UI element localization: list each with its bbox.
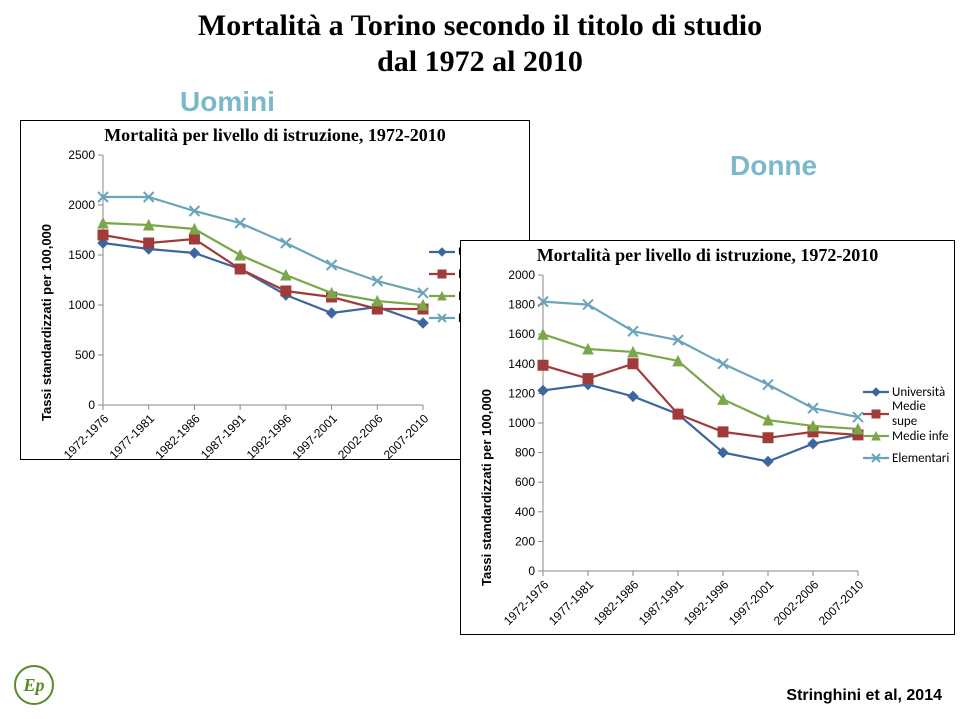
svg-text:2000: 2000 [68, 198, 95, 212]
svg-text:1987-1991: 1987-1991 [636, 577, 687, 628]
svg-text:0: 0 [528, 564, 535, 578]
logo-text: Ep [23, 675, 44, 696]
svg-text:1200: 1200 [508, 386, 535, 400]
svg-text:2002-2006: 2002-2006 [771, 577, 822, 628]
svg-text:200: 200 [515, 534, 535, 548]
title-line2: dal 1972 al 2010 [377, 45, 583, 78]
panel-uomini: Mortalità per livello di istruzione, 197… [20, 120, 530, 460]
legend-swatch-universita [863, 385, 889, 399]
svg-text:1987-1991: 1987-1991 [198, 411, 249, 461]
svg-text:1997-2001: 1997-2001 [726, 577, 777, 628]
svg-text:2500: 2500 [68, 148, 95, 162]
page-title: Mortalità a Torino secondo il titolo di … [0, 8, 960, 80]
svg-text:2002-2006: 2002-2006 [335, 411, 386, 461]
svg-text:1500: 1500 [68, 248, 95, 262]
svg-text:1977-1981: 1977-1981 [546, 577, 597, 628]
svg-text:400: 400 [515, 505, 535, 519]
svg-text:2007-2010: 2007-2010 [816, 577, 867, 628]
logo-ep: Ep [14, 665, 54, 705]
legend-swatch-medie_inf [863, 429, 889, 443]
legend-label-medie_inf: Medie infe [892, 429, 949, 444]
svg-text:1972-1976: 1972-1976 [61, 411, 112, 461]
svg-text:500: 500 [75, 348, 95, 362]
legend-item-medie_sup: Medie supe [863, 403, 954, 425]
panel-donne: Mortalità per livello di istruzione, 197… [460, 240, 955, 635]
svg-text:1982-1986: 1982-1986 [591, 577, 642, 628]
svg-text:1400: 1400 [508, 357, 535, 371]
svg-text:1997-2001: 1997-2001 [289, 411, 340, 461]
svg-text:1977-1981: 1977-1981 [107, 411, 158, 461]
svg-text:2007-2010: 2007-2010 [381, 411, 432, 461]
svg-text:1000: 1000 [68, 298, 95, 312]
svg-text:1972-1976: 1972-1976 [501, 577, 552, 628]
svg-text:1800: 1800 [508, 298, 535, 312]
legend-swatch-universita [429, 245, 455, 259]
chart-label-donne: Donne [730, 150, 817, 182]
svg-text:800: 800 [515, 446, 535, 460]
svg-text:1992-1996: 1992-1996 [681, 577, 732, 628]
legend-item-medie_inf: Medie infe [863, 425, 954, 447]
svg-text:0: 0 [88, 398, 95, 412]
svg-text:1600: 1600 [508, 327, 535, 341]
svg-text:2000: 2000 [508, 268, 535, 282]
legend-label-medie_sup: Medie supe [892, 399, 954, 429]
legend-swatch-medie_sup [863, 407, 889, 421]
svg-text:1982-1986: 1982-1986 [152, 411, 203, 461]
title-line1: Mortalità a Torino secondo il titolo di … [198, 9, 762, 42]
legend-swatch-medie_sup [429, 267, 455, 281]
legend-swatch-elementari [863, 451, 889, 465]
legend-label-universita: Università [892, 385, 945, 400]
legend-donne: UniversitàMedie supeMedie infeElementari [863, 381, 954, 469]
legend-swatch-medie_inf [429, 289, 455, 303]
svg-text:1992-1996: 1992-1996 [244, 411, 295, 461]
legend-swatch-elementari [429, 311, 455, 325]
svg-text:600: 600 [515, 475, 535, 489]
legend-label-elementari: Elementari [892, 451, 949, 466]
citation: Stringhini et al, 2014 [786, 687, 942, 705]
legend-item-elementari: Elementari [863, 447, 954, 469]
svg-text:1000: 1000 [508, 416, 535, 430]
chart-label-uomini: Uomini [180, 86, 275, 118]
